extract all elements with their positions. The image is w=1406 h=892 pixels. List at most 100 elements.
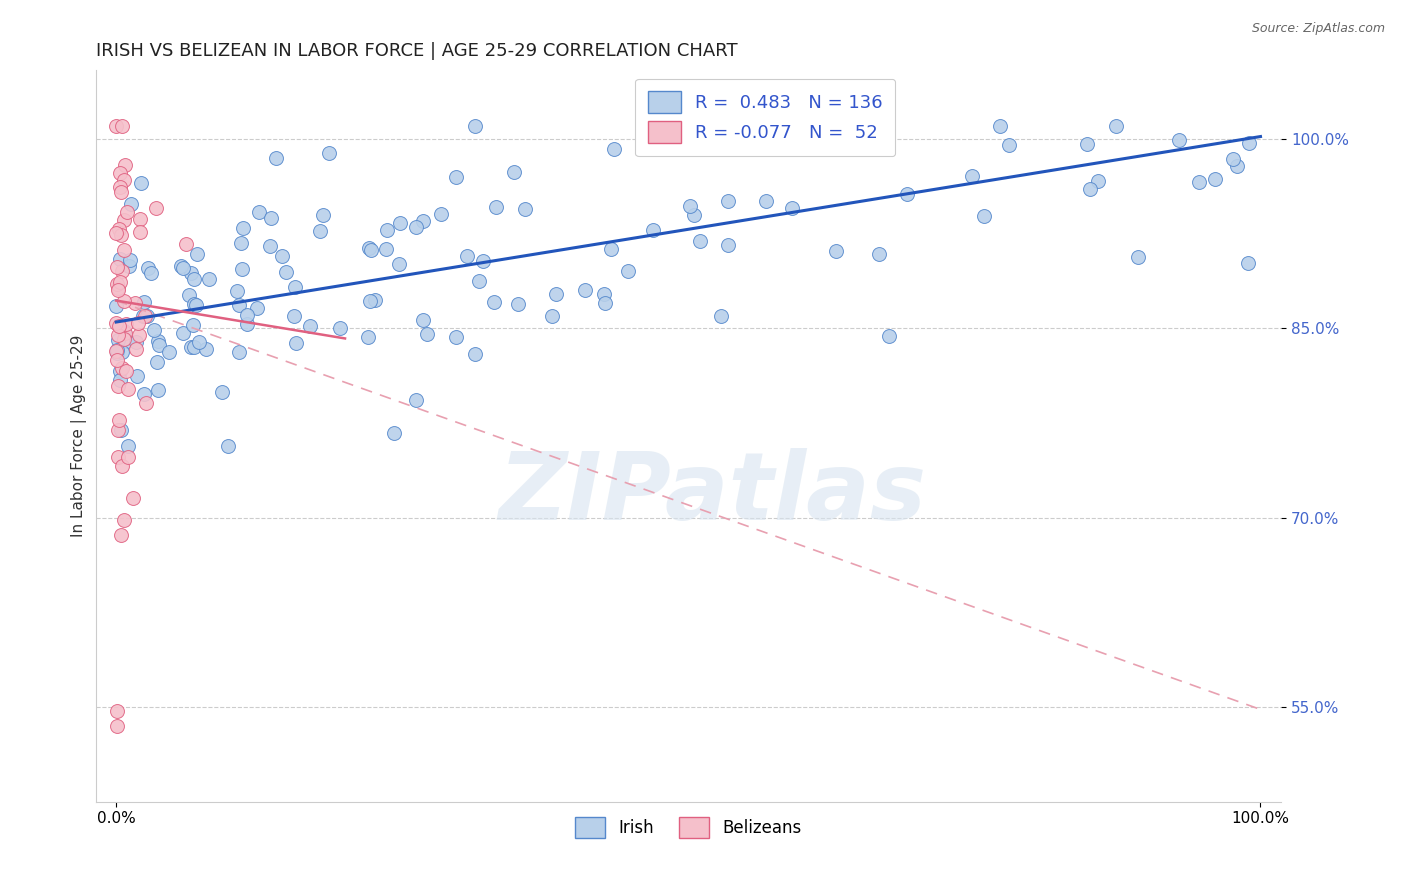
Point — [110, 264, 132, 278]
Point — [896, 187, 918, 202]
Point — [115, 317, 138, 331]
Point — [134, 387, 156, 401]
Point — [868, 246, 890, 260]
Point — [246, 301, 269, 315]
Point — [546, 287, 568, 301]
Point — [283, 309, 305, 323]
Point — [375, 223, 398, 237]
Point — [129, 225, 152, 239]
Point — [1078, 182, 1101, 196]
Point — [108, 222, 131, 236]
Point — [309, 224, 332, 238]
Point — [1105, 120, 1128, 134]
Point — [1168, 133, 1191, 147]
Point — [107, 333, 129, 347]
Point — [110, 120, 132, 134]
Point — [259, 239, 281, 253]
Point — [592, 287, 614, 301]
Point — [236, 317, 259, 331]
Point — [105, 352, 128, 367]
Point — [593, 296, 616, 310]
Point — [105, 227, 128, 241]
Point — [120, 253, 142, 268]
Point — [108, 373, 131, 387]
Point — [105, 277, 128, 292]
Point — [444, 330, 467, 344]
Point — [111, 360, 134, 375]
Point — [110, 528, 132, 542]
Point — [318, 145, 340, 160]
Point — [710, 309, 733, 323]
Point — [416, 326, 439, 341]
Point — [1087, 173, 1109, 187]
Point — [157, 345, 180, 359]
Point — [127, 368, 149, 383]
Point — [114, 243, 136, 257]
Point — [274, 265, 297, 279]
Point — [112, 333, 135, 347]
Point — [513, 202, 536, 216]
Point — [225, 284, 247, 298]
Point — [115, 334, 138, 348]
Point — [485, 200, 508, 214]
Point — [117, 438, 139, 452]
Point — [107, 281, 129, 295]
Point — [877, 329, 900, 343]
Point — [124, 296, 146, 310]
Point — [359, 293, 381, 308]
Point — [446, 170, 468, 185]
Point — [139, 266, 162, 280]
Point — [110, 166, 132, 180]
Point — [412, 213, 434, 227]
Point — [172, 260, 194, 275]
Point — [541, 309, 564, 323]
Point — [643, 223, 665, 237]
Point — [107, 379, 129, 393]
Point — [412, 313, 434, 327]
Point — [717, 237, 740, 252]
Point — [998, 137, 1021, 152]
Point — [105, 299, 128, 313]
Point — [467, 274, 489, 288]
Point — [183, 297, 205, 311]
Point — [1237, 136, 1260, 151]
Point — [110, 185, 132, 199]
Point — [124, 335, 146, 350]
Point — [679, 199, 702, 213]
Point — [231, 220, 253, 235]
Point — [105, 704, 128, 718]
Point — [112, 513, 135, 527]
Point — [228, 344, 250, 359]
Point — [105, 260, 128, 274]
Point — [357, 330, 380, 344]
Point — [134, 294, 156, 309]
Point — [107, 328, 129, 343]
Point — [1188, 175, 1211, 189]
Y-axis label: In Labor Force | Age 25-29: In Labor Force | Age 25-29 — [72, 334, 87, 537]
Text: ZIPatlas: ZIPatlas — [498, 448, 927, 541]
Point — [689, 234, 711, 248]
Point — [148, 338, 170, 352]
Text: Source: ZipAtlas.com: Source: ZipAtlas.com — [1251, 22, 1385, 36]
Point — [108, 319, 131, 334]
Point — [1222, 152, 1244, 166]
Point — [124, 342, 146, 356]
Point — [177, 288, 200, 302]
Point — [115, 364, 138, 378]
Point — [114, 158, 136, 172]
Point — [110, 227, 132, 242]
Point — [142, 322, 165, 336]
Point — [271, 249, 294, 263]
Point — [181, 318, 204, 332]
Point — [260, 211, 283, 225]
Point — [375, 242, 398, 256]
Point — [174, 236, 197, 251]
Point — [735, 142, 758, 156]
Point — [110, 275, 132, 289]
Point — [138, 261, 160, 276]
Point — [110, 179, 132, 194]
Point — [603, 142, 626, 156]
Point — [1126, 250, 1149, 264]
Point — [194, 342, 217, 356]
Point — [382, 425, 405, 440]
